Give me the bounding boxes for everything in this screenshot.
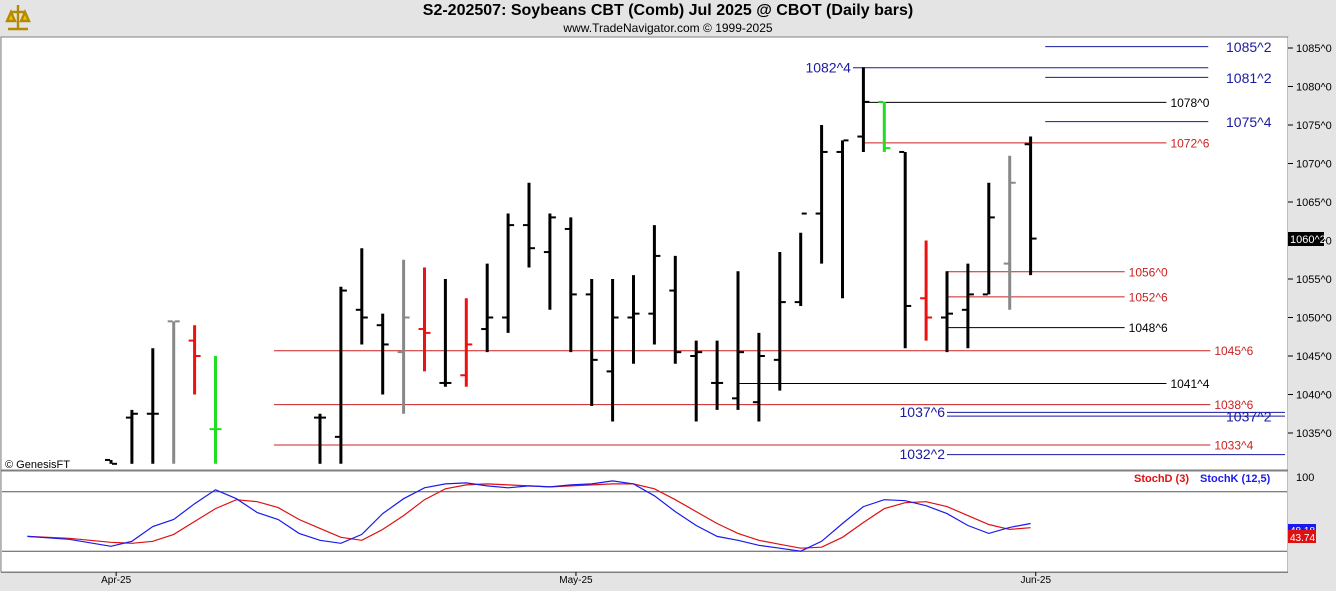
date-tick-label: Jun-25 (1020, 575, 1051, 586)
level-label: 1032^2 (900, 446, 946, 462)
price-tick-label: 1065^0 (1296, 197, 1332, 209)
price-tick-label: 1040^0 (1296, 390, 1332, 402)
date-axis-background (0, 572, 1336, 591)
last-price-label: 1060^2 (1290, 234, 1326, 246)
date-tick-label: May-25 (559, 575, 593, 586)
level-label: 1048^6 (1129, 321, 1168, 335)
level-label: 1081^2 (1226, 70, 1272, 86)
level-label: 1052^6 (1129, 290, 1168, 304)
watermark: © GenesisFT (5, 459, 70, 471)
price-tick-label: 1070^0 (1296, 159, 1332, 171)
level-label: 1072^6 (1170, 136, 1209, 150)
level-label: 1078^0 (1170, 96, 1209, 110)
level-label: 1041^4 (1170, 377, 1209, 391)
stoch-d-last-box (1288, 530, 1316, 543)
date-tick-label: Apr-25 (101, 575, 131, 586)
level-label: 1033^4 (1214, 439, 1253, 453)
stoch-k-legend: StochK (12,5) (1200, 473, 1271, 485)
level-label: 1075^4 (1226, 114, 1272, 130)
trade-navigator-logo-icon (2, 2, 34, 34)
stochastic-indicator (2, 480, 1287, 552)
level-label: 1056^0 (1129, 265, 1168, 279)
level-label: 1038^6 (1214, 398, 1253, 412)
level-label: 1085^2 (1226, 39, 1272, 55)
stochastic-panel (0, 470, 1289, 573)
stoch-d-last-label: 43.74 (1290, 533, 1315, 544)
price-bars (105, 67, 1037, 465)
chart-title: S2-202507: Soybeans CBT (Comb) Jul 2025 … (422, 2, 914, 19)
last-price-box (1288, 232, 1324, 246)
price-tick-label: 1055^0 (1296, 274, 1332, 286)
level-lines: 1085^2 1082^4 1081^2 1078^0 1075^4 1072^6 1056… (274, 39, 1285, 462)
price-tick-label: 1075^0 (1296, 120, 1332, 132)
price-axis-background (1288, 37, 1336, 572)
price-tick-label: 1080^0 (1296, 82, 1332, 94)
price-tick-label: 1045^0 (1296, 351, 1332, 363)
price-tick-label: 1085^0 (1296, 43, 1332, 55)
level-label: 1037^2 (1226, 409, 1272, 425)
level-label: 1037^6 (900, 404, 946, 420)
price-tick-label: 1035^0 (1296, 428, 1332, 440)
chart-subtitle: www.TradeNavigator.com © 1999-2025 (563, 21, 773, 35)
date-axis: Apr-25 May-25 Jun-25 (101, 572, 1051, 586)
stoch-axis-label: 100 (1296, 472, 1314, 484)
stoch-k-line (27, 480, 1031, 552)
stoch-d-legend: StochD (3) (1134, 473, 1189, 485)
price-tick-label: 1050^0 (1296, 313, 1332, 325)
level-label: 1082^4 (805, 59, 851, 75)
level-label: 1045^6 (1214, 344, 1253, 358)
